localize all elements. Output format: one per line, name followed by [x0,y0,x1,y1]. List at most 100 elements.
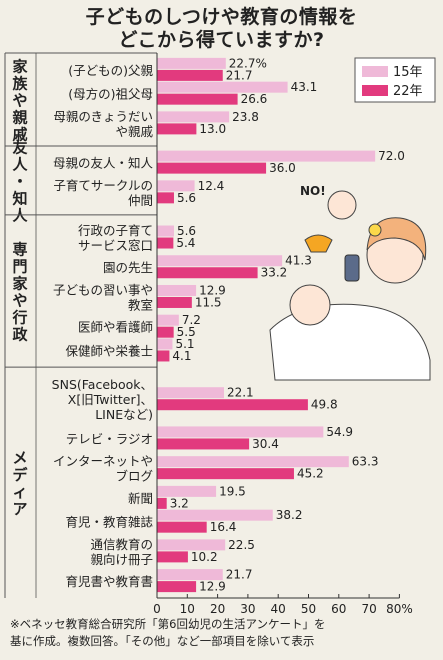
category-label: (母方の)祖父母 [68,87,153,102]
bar-22 [157,350,170,362]
category-label: 医師や看護師 [78,320,153,335]
x-tick-label: 20 [210,602,225,616]
data-label-15: 23.8 [232,110,259,124]
bar-22 [157,581,197,593]
group-label-char: 人 [12,206,28,224]
food-bowl-icon [304,234,333,253]
footnote-line1: ※ベネッセ教育総合研究所「第6回幼児の生活アンケート」を [10,617,326,631]
data-label-22: 5.6 [177,191,196,205]
no-exclamation: NO! [300,184,326,198]
category-label: 園の先生 [103,260,153,275]
data-label-22: 12.9 [199,580,226,594]
group-label-char: ア [12,500,27,518]
category-label: 通信教育の [90,537,153,552]
x-tick-label: 0 [153,602,161,616]
group-label-char: 知 [12,189,27,207]
bar-15 [157,111,230,123]
data-label-22: 13.0 [199,122,226,136]
data-label-15: 72.0 [378,149,405,163]
category-label: 行政の子育て [78,223,153,238]
x-tick-label: 60 [331,602,346,616]
group-label-char: 族 [12,75,28,93]
data-label-15: 54.9 [326,425,353,439]
legend-label-15: 15年 [393,65,423,80]
category-label: テレビ・ラジオ [66,431,153,446]
bar-22 [157,162,267,174]
sleeping-baby-face [289,284,331,326]
bar-15 [157,509,273,521]
x-tick-label: 10 [180,602,195,616]
mother-hair [366,217,427,261]
group-label-char: 家 [12,58,27,76]
data-label-22: 49.8 [311,398,338,412]
bar-22 [157,267,258,279]
legend-label-22: 22年 [393,84,423,99]
bar-22 [157,399,308,411]
group-label-char: 政 [12,326,28,344]
x-tick-label: 50 [301,602,316,616]
category-label: 親向け冊子 [90,552,153,567]
bar-22 [157,69,223,81]
data-label-22: 16.4 [210,520,237,534]
category-label: SNS(Facebook、 [52,377,153,392]
bar-15 [157,569,223,581]
group-label-char: ・ [12,172,27,190]
chart-title-line1: 子どものしつけや教育の情報を [85,6,358,28]
data-label-22: 33.2 [261,266,288,280]
category-label: 教室 [128,297,153,312]
bar-15 [157,387,224,399]
data-label-22: 45.2 [297,467,324,481]
data-label-22: 30.4 [252,437,279,451]
data-label-15: 22.7% [229,56,267,70]
category-label: LINEなど) [95,407,153,422]
bar-22 [157,468,294,480]
chart-title-line2: どこから得ていますか? [118,29,325,51]
bar-15 [157,456,349,468]
bar-22 [157,93,238,105]
bar-15 [157,314,179,326]
bar-22 [157,497,167,509]
group-label-char: や [12,92,27,110]
data-label-22: 3.2 [170,496,189,510]
x-tick-label: 30 [240,602,255,616]
data-label-15: 5.1 [175,337,194,351]
data-label-15: 12.4 [198,179,225,193]
baby-cup-icon [368,223,382,237]
bar-22 [157,326,174,338]
bar-15 [157,485,217,497]
group-label-char: ィ [12,483,27,501]
smartphone-icon [344,254,360,282]
data-label-15: 12.9 [199,283,226,297]
group-label-char: 友 [12,138,27,156]
group-label-char: や [12,292,27,310]
group-label-char: 人 [12,155,28,173]
bar-15 [157,57,226,69]
data-label-15: 19.5 [219,484,246,498]
data-label-22: 4.1 [172,349,191,363]
x-tick-label: 40 [271,602,286,616]
legend-swatch-15 [362,66,388,77]
bar-15 [157,284,197,296]
category-label: 保健師や栄養士 [65,343,153,358]
crying-baby-face [327,190,357,220]
category-label: ブログ [115,469,153,484]
group-label-char: 専 [12,241,27,259]
bar-15 [157,338,173,350]
data-label-22: 36.0 [269,161,296,175]
bar-15 [157,150,376,162]
footnote-line2: 基に作成。複数回答。「その他」など一部項目を除いて表示 [10,634,315,648]
data-label-22: 10.2 [191,550,218,564]
group-label-char: 親 [12,109,27,127]
category-label: 育児・教育雑誌 [65,515,153,530]
data-label-15: 41.3 [285,254,312,268]
group-label-char: 門 [12,258,27,276]
group-label-char: メ [12,449,27,467]
data-label-15: 22.1 [227,386,254,400]
bar-22 [157,551,188,563]
x-tick-label: 80% [386,602,413,616]
data-label-22: 5.5 [177,325,196,339]
data-label-15: 5.6 [177,224,196,238]
data-label-22: 26.6 [241,92,268,106]
bar-22 [157,123,197,135]
